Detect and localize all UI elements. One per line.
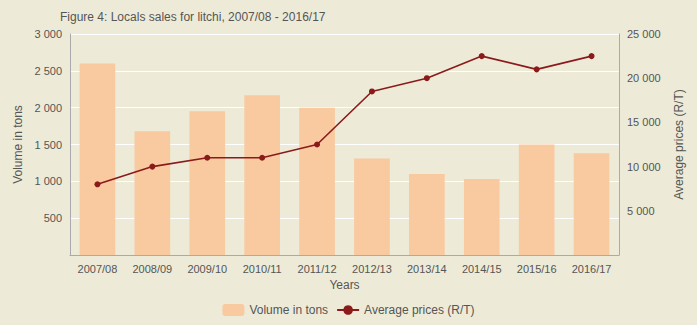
svg-text:2011/12: 2011/12 — [298, 263, 337, 275]
svg-text:Volume in tons: Volume in tons — [249, 303, 328, 317]
svg-text:10 000: 10 000 — [627, 161, 661, 173]
svg-text:1 000: 1 000 — [34, 175, 62, 187]
svg-text:2013/14: 2013/14 — [407, 263, 447, 275]
svg-text:Years: Years — [329, 278, 359, 292]
svg-text:15 000: 15 000 — [627, 116, 661, 128]
svg-text:2015/16: 2015/16 — [517, 263, 557, 275]
svg-text:2 500: 2 500 — [34, 65, 62, 77]
svg-text:Figure 4: Locals sales for lit: Figure 4: Locals sales for litchi, 2007/… — [60, 10, 326, 24]
svg-text:500: 500 — [44, 212, 62, 224]
svg-text:2012/13: 2012/13 — [352, 263, 392, 275]
svg-text:Volume in tons: Volume in tons — [11, 105, 25, 184]
svg-text:2010/11: 2010/11 — [243, 263, 282, 275]
svg-text:20 000: 20 000 — [627, 72, 661, 84]
svg-text:2008/09: 2008/09 — [132, 263, 172, 275]
svg-text:2016/17: 2016/17 — [572, 263, 612, 275]
svg-text:2009/10: 2009/10 — [187, 263, 227, 275]
svg-text:25 000: 25 000 — [627, 28, 661, 40]
svg-text:2014/15: 2014/15 — [462, 263, 502, 275]
svg-text:5 000: 5 000 — [627, 205, 655, 217]
svg-text:1 500: 1 500 — [34, 139, 62, 151]
svg-text:2 000: 2 000 — [34, 102, 62, 114]
svg-text:2007/08: 2007/08 — [78, 263, 118, 275]
svg-text:Average prices (R/T): Average prices (R/T) — [672, 89, 686, 199]
svg-text:3 000: 3 000 — [34, 28, 62, 40]
svg-text:Average prices (R/T): Average prices (R/T) — [364, 303, 474, 317]
